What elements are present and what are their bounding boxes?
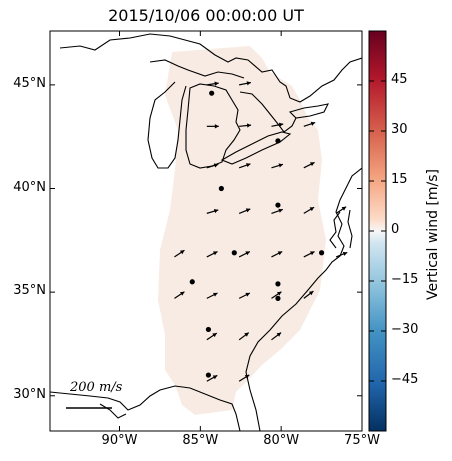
wind-vector (206, 209, 219, 214)
scale-label: 200 m/s (70, 380, 123, 395)
station-marker (205, 326, 212, 333)
wind-vector (206, 163, 219, 169)
coastlines (50, 33, 362, 431)
wind-vector (303, 251, 315, 258)
station-marker (231, 250, 237, 256)
colorbar-ticks (369, 80, 386, 382)
wind-vector (303, 121, 316, 127)
latitude-tick-label: 40°N (13, 179, 46, 195)
longitude-tick-label: 75°W (344, 433, 380, 448)
wind-vector (335, 206, 347, 214)
station-marker (275, 281, 281, 287)
wind-vector (206, 332, 218, 341)
wind-vector (238, 163, 251, 169)
station-marker (318, 250, 325, 256)
station-marker (209, 90, 215, 96)
wind-vector (271, 122, 284, 127)
wind-vector (271, 251, 283, 258)
wind-vector (206, 292, 218, 299)
colorbar-tick-label: 30 (391, 122, 408, 137)
wind-vector (239, 81, 252, 86)
wind-vector (238, 251, 251, 258)
colorbar-tick-label: 15 (391, 172, 408, 187)
wind-vector (271, 291, 282, 299)
station-marker (205, 372, 212, 378)
colorbar-tick-label: −15 (391, 272, 419, 287)
colorbar-tick-label: 45 (391, 72, 408, 87)
station-marker (275, 295, 281, 301)
wind-vector (239, 123, 252, 128)
wind-vector (238, 332, 250, 341)
wind-vector (174, 249, 185, 258)
station-marker (275, 202, 281, 208)
wind-vector (271, 163, 284, 169)
wind-vector (238, 208, 251, 214)
colorbar-title: Vertical wind [m/s] (425, 169, 441, 300)
wind-vector (271, 332, 282, 341)
wind-vector-layer (174, 81, 348, 382)
latitude-tick-label: 45°N (13, 75, 46, 91)
colorbar-tick-label: −30 (391, 322, 419, 337)
wind-vector (238, 374, 250, 382)
wind-vector (303, 206, 315, 214)
longitude-tick-label: 85°W (182, 433, 219, 448)
latitude-tick-label: 30°N (13, 386, 46, 402)
map-title: 2015/10/06 00:00:00 UT (108, 6, 304, 25)
latitude-tick-label: 35°N (13, 283, 46, 299)
colorbar-tick-label: −45 (391, 372, 419, 387)
station-layer (189, 90, 325, 378)
station-marker (275, 138, 281, 144)
wind-vector (206, 374, 218, 382)
station-marker (189, 279, 195, 285)
longitude-tick-label: 80°W (263, 433, 300, 448)
wind-vector (238, 292, 251, 299)
wind-vector (303, 290, 314, 299)
wind-vector (174, 291, 185, 299)
wind-vector (271, 208, 283, 214)
wind-vector (206, 81, 219, 86)
longitude-tick-label: 90°W (101, 433, 138, 448)
axis-ticks (50, 31, 363, 431)
station-marker (218, 185, 224, 192)
wind-vector (206, 124, 219, 129)
wind-vector (206, 251, 218, 258)
wind-vector (335, 251, 348, 258)
map-frame (49, 30, 363, 432)
wind-vector (303, 161, 315, 169)
colorbar-tick-label: 0 (391, 222, 400, 237)
